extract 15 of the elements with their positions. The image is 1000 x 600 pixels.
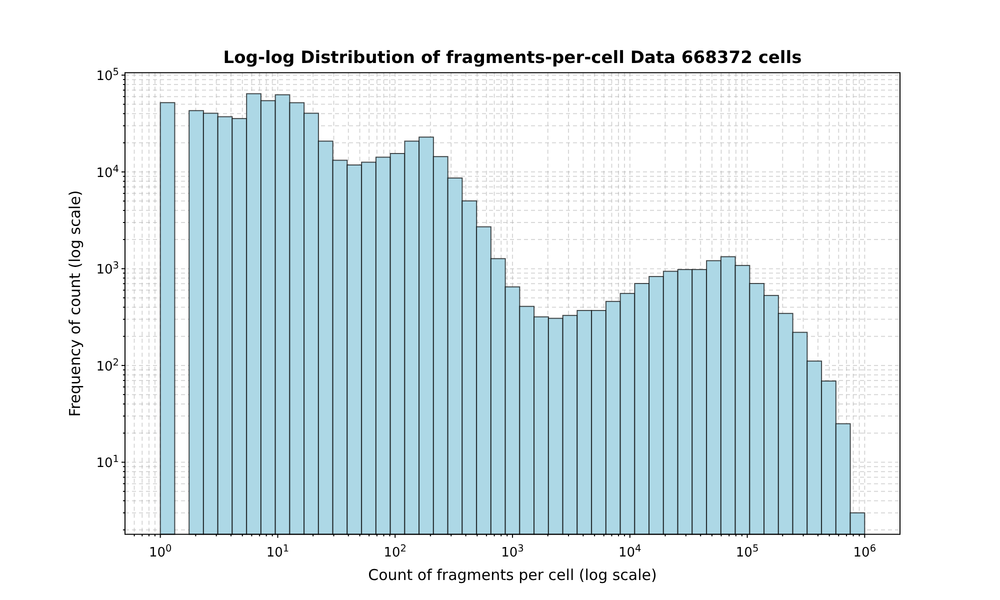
x-tick-label: 10$^{0}$ (148, 542, 172, 560)
y-tick-label: 10$^{3}$ (96, 260, 119, 278)
x-tick-label: 10$^{2}$ (384, 542, 406, 560)
x-tick-label: 10$^{4}$ (618, 542, 642, 560)
x-tick-label: 10$^{3}$ (501, 542, 524, 560)
y-tick-label: 10$^{2}$ (96, 356, 119, 374)
y-tick-label: 10$^{5}$ (96, 66, 119, 84)
x-tick-label: 10$^{6}$ (853, 542, 876, 560)
x-tick-label: 10$^{1}$ (266, 542, 290, 560)
y-tick-label: 10$^{1}$ (96, 454, 119, 472)
chart-title: Log-log Distribution of fragments-per-cell Data 668372 cells (223, 48, 802, 68)
y-axis-title: Frequency of count (log scale) (66, 190, 84, 417)
x-tick-label: 10$^{5}$ (736, 542, 759, 560)
x-axis-title: Count of fragments per cell (log scale) (368, 566, 657, 584)
y-tick-label: 10$^{4}$ (96, 163, 119, 181)
